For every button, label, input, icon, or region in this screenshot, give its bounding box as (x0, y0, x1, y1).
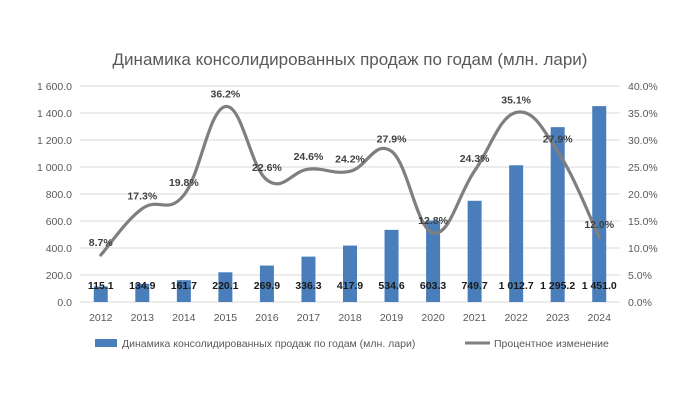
x-tick-label: 2022 (504, 312, 528, 324)
percent-label: 27.9% (377, 133, 407, 145)
percent-label: 19.8% (169, 177, 199, 189)
bar-2024 (592, 106, 607, 303)
x-tick-label: 2023 (546, 312, 570, 324)
y-left-tick-label: 1 600.0 (37, 81, 72, 93)
y-left-tick-label: 400.0 (46, 243, 72, 255)
bar-series (93, 106, 607, 303)
bar-value-label: 161.7 (171, 280, 197, 292)
x-tick-label: 2016 (255, 312, 279, 324)
bar-value-label: 134.9 (129, 280, 155, 292)
bar-value-label: 1 295.2 (540, 280, 575, 292)
left-axis-ticks: 0.0 200.0 400.0 600.0 800.0 1 000.0 1 200.0 1 4… (37, 81, 72, 309)
percent-label: 24.2% (335, 153, 365, 165)
y-right-tick-label: 0.0% (628, 297, 652, 309)
percent-label: 17.3% (127, 191, 157, 203)
x-tick-label: 2018 (338, 312, 362, 324)
bar-value-label: 269.9 (254, 280, 280, 292)
bar-value-label: 336.3 (295, 280, 321, 292)
bar-2023 (550, 127, 565, 302)
bar-value-label: 220.1 (212, 280, 238, 292)
y-left-tick-label: 200.0 (46, 270, 72, 282)
percent-label: 22.6% (252, 162, 282, 174)
chart-title: Динамика консолидированных продаж по год… (113, 50, 588, 69)
percent-label: 24.6% (294, 151, 324, 163)
x-tick-label: 2014 (172, 312, 196, 324)
bar-2018 (343, 245, 357, 302)
y-right-tick-label: 30.0% (628, 135, 658, 147)
y-right-tick-label: 10.0% (628, 243, 658, 255)
bar-2013 (135, 283, 150, 302)
x-tick-label: 2013 (131, 312, 155, 324)
y-right-tick-label: 35.0% (628, 108, 658, 120)
percent-label: 27.9% (543, 133, 573, 145)
y-left-tick-label: 0.0 (57, 297, 72, 309)
percent-label: 12.0% (584, 219, 614, 231)
y-left-tick-label: 1 200.0 (37, 135, 72, 147)
bar-2021 (467, 200, 482, 302)
bar-value-label: 603.3 (420, 280, 446, 292)
x-tick-label: 2019 (380, 312, 404, 324)
percent-change-line (99, 104, 601, 257)
percent-label: 24.3% (460, 153, 490, 165)
bar-2014 (176, 280, 191, 302)
legend-label-bars: Динамика консолидированных продаж по год… (122, 338, 415, 350)
bar-value-label: 115.1 (88, 280, 114, 292)
bar-2015 (218, 272, 233, 302)
y-left-tick-label: 800.0 (46, 189, 72, 201)
x-tick-label: 2020 (421, 312, 445, 324)
bar-2020 (426, 220, 441, 302)
x-tick-label: 2021 (463, 312, 487, 324)
bar-2022 (509, 165, 524, 302)
bar-2016 (259, 265, 274, 302)
bar-2017 (301, 256, 316, 302)
bar-value-label: 534.6 (378, 280, 404, 292)
bar-2019 (384, 229, 399, 302)
x-tick-label: 2012 (89, 312, 113, 324)
right-axis-ticks: 0.0% 5.0% 10.0% 15.0% 20.0% 25.0% 30.0% 35.0% 40… (628, 81, 658, 309)
y-right-tick-label: 5.0% (628, 270, 652, 282)
y-left-tick-label: 1 000.0 (37, 162, 72, 174)
y-right-tick-label: 20.0% (628, 189, 658, 201)
legend-label-line: Процентное изменение (494, 338, 609, 350)
x-tick-label: 2015 (214, 312, 238, 324)
percent-label: 8.7% (89, 237, 114, 249)
y-right-tick-label: 40.0% (628, 81, 658, 93)
percent-label: 12.8% (418, 215, 448, 227)
bar-value-label: 417.9 (337, 280, 363, 292)
bar-value-label: 749.7 (461, 280, 487, 292)
legend: Динамика консолидированных продаж по год… (95, 338, 609, 350)
y-right-tick-label: 25.0% (628, 162, 658, 174)
legend-swatch-bars (95, 339, 117, 347)
x-tick-label: 2024 (588, 312, 612, 324)
bar-value-label: 1 012.7 (499, 280, 534, 292)
y-right-tick-label: 15.0% (628, 216, 658, 228)
percent-label: 35.1% (501, 94, 531, 106)
percent-label: 36.2% (210, 89, 240, 101)
bar-2012 (93, 286, 108, 302)
line-series (99, 104, 601, 257)
bar-value-label: 1 451.0 (582, 280, 617, 292)
y-left-tick-label: 600.0 (46, 216, 72, 228)
x-tick-label: 2017 (297, 312, 321, 324)
x-axis-ticks: 2012 2013 2014 2015 2016 2017 2018 2019 2020 2021… (89, 312, 611, 324)
y-left-tick-label: 1 400.0 (37, 108, 72, 120)
data-labels: 115.1 134.9 161.7 220.1 269.9 336.3 417.9 534.6… (88, 89, 617, 292)
grid-lines (80, 85, 620, 303)
